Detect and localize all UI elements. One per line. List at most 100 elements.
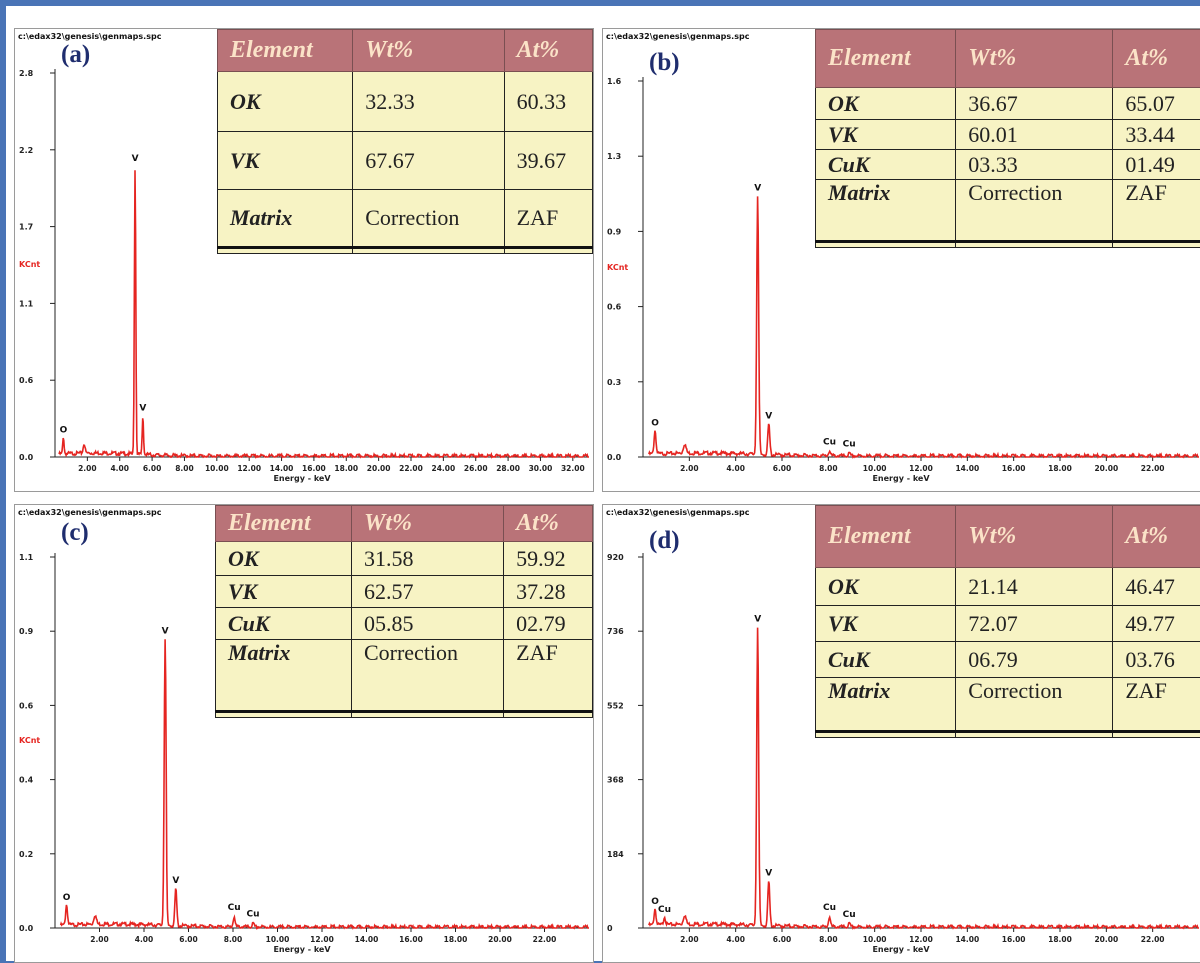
table-cell: CuK bbox=[215, 607, 352, 640]
table-cell: OK bbox=[814, 567, 957, 606]
y-tick-label: 0.0 bbox=[19, 453, 34, 462]
y-axis-label: KCnt bbox=[19, 260, 40, 269]
x-tick-label: 18.00 bbox=[1048, 935, 1072, 944]
table-cell: 02.79 bbox=[503, 607, 593, 640]
x-tick-label: 6.00 bbox=[143, 464, 162, 473]
table-cell: 60.33 bbox=[503, 71, 593, 132]
y-tick-label: 0.0 bbox=[19, 924, 34, 933]
peak-label: V bbox=[765, 411, 772, 421]
x-tick-label: 12.00 bbox=[237, 464, 261, 473]
header-wt: Wt% bbox=[955, 29, 1114, 88]
table-cell: 06.79 bbox=[955, 641, 1114, 678]
x-tick-label: 22.00 bbox=[399, 464, 423, 473]
table-cell: Correction bbox=[350, 639, 505, 712]
composition-table: Element Wt% At% OK 36.67 65.07 VK 60.01 … bbox=[814, 29, 1200, 248]
header-at: At% bbox=[1112, 505, 1200, 568]
x-tick-label: 4.00 bbox=[726, 464, 745, 473]
header-element: Element bbox=[814, 505, 957, 568]
header-at: At% bbox=[503, 29, 593, 72]
x-tick-label: 12.00 bbox=[310, 935, 334, 944]
x-tick-label: 12.00 bbox=[909, 935, 933, 944]
file-path: c:\edax32\genesis\genmaps.spc bbox=[606, 508, 750, 517]
spectrum-chart-d: 920 736 552 368 184 0 2.00 4.00 6.00 8.00 10.00 12.… bbox=[607, 553, 1199, 954]
x-tick-label: 2.00 bbox=[680, 935, 699, 944]
x-tick-label: 18.00 bbox=[444, 935, 468, 944]
y-tick-label: 0.6 bbox=[19, 701, 34, 710]
header-wt: Wt% bbox=[955, 505, 1114, 568]
peak-label: Cu bbox=[823, 903, 836, 913]
table-cell: 59.92 bbox=[503, 541, 593, 576]
peak-label: V bbox=[162, 626, 169, 636]
y-tick-label: 1.7 bbox=[19, 223, 33, 232]
x-tick-label: 18.00 bbox=[334, 464, 358, 473]
spectrum-panel-d: 920 736 552 368 184 0 2.00 4.00 6.00 8.00 10.00 12.… bbox=[602, 504, 1200, 963]
table-cell: 32.33 bbox=[352, 71, 505, 132]
table-cell: 37.28 bbox=[503, 575, 593, 608]
table-cell: Matrix bbox=[814, 179, 957, 242]
x-tick-label: 12.00 bbox=[909, 464, 933, 473]
y-axis-label: KCnt bbox=[607, 263, 628, 272]
spectrum-line bbox=[648, 196, 1199, 459]
y-tick-label: 920 bbox=[607, 553, 624, 562]
x-tick-label: 6.00 bbox=[773, 935, 792, 944]
x-tick-label: 20.00 bbox=[1094, 464, 1118, 473]
table-cell: Correction bbox=[955, 677, 1114, 732]
peak-label: V bbox=[132, 154, 139, 164]
x-tick-label: 8.00 bbox=[819, 464, 838, 473]
y-tick-label: 0 bbox=[607, 924, 613, 933]
x-tick-label: 8.00 bbox=[224, 935, 243, 944]
table-cell: VK bbox=[814, 119, 957, 150]
x-tick-label: 28.00 bbox=[496, 464, 520, 473]
x-tick-label: 16.00 bbox=[302, 464, 326, 473]
figure-frame: 2.8 2.2 1.7 1.1 0.6 0.0 KCnt 2.00 4.00 6.00 8.00 10… bbox=[6, 6, 1200, 963]
peak-label: V bbox=[765, 869, 772, 879]
table-cell: 39.67 bbox=[503, 131, 593, 190]
y-tick-label: 0.6 bbox=[607, 303, 622, 312]
header-element: Element bbox=[216, 29, 354, 72]
table-cell: ZAF bbox=[503, 189, 593, 248]
spectrum-chart-a: 2.8 2.2 1.7 1.1 0.6 0.0 KCnt 2.00 4.00 6.00 8.00 10… bbox=[19, 69, 589, 483]
panel-label: (a) bbox=[61, 41, 91, 68]
peak-label: V bbox=[754, 184, 761, 194]
x-tick-label: 2.00 bbox=[680, 464, 699, 473]
table-cell: VK bbox=[216, 131, 354, 190]
x-tick-label: 22.00 bbox=[1141, 464, 1165, 473]
y-tick-label: 0.0 bbox=[607, 453, 622, 462]
x-tick-label: 6.00 bbox=[179, 935, 198, 944]
peak-label: O bbox=[651, 419, 659, 429]
y-tick-label: 1.1 bbox=[19, 553, 34, 562]
table-cell: 33.44 bbox=[1112, 119, 1200, 150]
x-tick-label: 10.00 bbox=[205, 464, 229, 473]
table-cell: 65.07 bbox=[1112, 87, 1200, 120]
x-tick-label: 16.00 bbox=[399, 935, 423, 944]
y-tick-label: 0.9 bbox=[19, 627, 34, 636]
table-cell: Correction bbox=[955, 179, 1114, 242]
table-cell: 03.76 bbox=[1112, 641, 1200, 678]
y-tick-label: 1.1 bbox=[19, 299, 34, 308]
y-tick-label: 2.2 bbox=[19, 146, 33, 155]
x-tick-label: 14.00 bbox=[355, 935, 379, 944]
table-cell: 49.77 bbox=[1112, 605, 1200, 642]
table-cell: ZAF bbox=[503, 639, 593, 712]
x-tick-label: 14.00 bbox=[955, 935, 979, 944]
spectrum-panel-c: 1.1 0.9 0.6 0.4 0.2 0.0 KCnt 2.00 4.00 6.00 8.00 10… bbox=[14, 504, 594, 963]
table-cell: OK bbox=[216, 71, 354, 132]
x-tick-label: 20.00 bbox=[1094, 935, 1118, 944]
x-tick-label: 2.00 bbox=[90, 935, 109, 944]
peak-label: Cu bbox=[843, 910, 856, 920]
x-tick-label: 18.00 bbox=[1048, 464, 1072, 473]
x-tick-label: 2.00 bbox=[78, 464, 97, 473]
spectrum-panel-b: 1.6 1.3 0.9 0.6 0.3 0.0 KCnt 2.00 4.00 6.00 8.00 10… bbox=[602, 28, 1200, 492]
spectrum-line bbox=[59, 639, 589, 930]
y-tick-label: 0.6 bbox=[19, 376, 34, 385]
table-cell: VK bbox=[215, 575, 352, 608]
y-tick-label: 368 bbox=[607, 776, 624, 785]
x-tick-label: 24.00 bbox=[431, 464, 455, 473]
x-tick-label: 32.00 bbox=[561, 464, 585, 473]
x-tick-label: 16.00 bbox=[1002, 935, 1026, 944]
x-tick-label: 4.00 bbox=[726, 935, 745, 944]
peak-label: V bbox=[172, 876, 179, 886]
peak-label: Cu bbox=[823, 437, 836, 447]
x-axis-label: Energy - keV bbox=[872, 474, 930, 483]
x-tick-label: 14.00 bbox=[270, 464, 294, 473]
